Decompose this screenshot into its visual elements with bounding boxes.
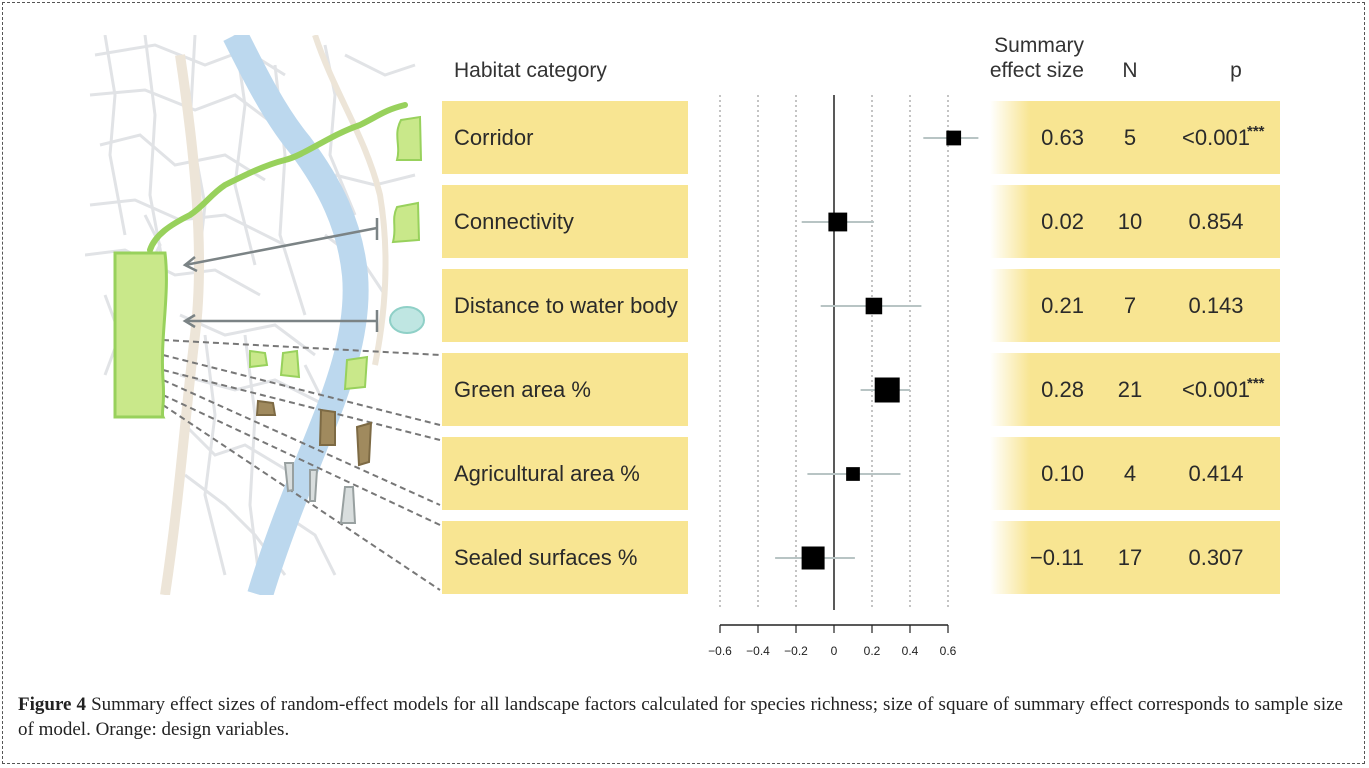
- stats-band: [990, 521, 1280, 594]
- x-tick-label: 0: [831, 644, 838, 658]
- n-header: N: [1122, 59, 1138, 82]
- connectivity-arrow: [182, 218, 379, 273]
- x-tick-label: −0.2: [784, 644, 808, 658]
- effect-marker: [865, 297, 883, 315]
- effect-value: 0.21: [1041, 293, 1084, 318]
- figure-caption: Figure 4 Summary effect sizes of random-…: [18, 692, 1343, 742]
- effect-marker: [828, 212, 848, 232]
- category-band-agricultural-area: Agricultural area %: [442, 437, 688, 510]
- category-band-sealed-surfaces: Sealed surfaces %: [442, 521, 688, 594]
- p-value: <0.001: [1182, 125, 1250, 150]
- effect-value: 0.02: [1041, 209, 1084, 234]
- category-label: Connectivity: [454, 208, 574, 234]
- connectivity-target-patch: [391, 201, 421, 244]
- distance-arrow: [182, 310, 379, 332]
- effect-value: 0.63: [1041, 125, 1084, 150]
- p-value: 0.143: [1188, 293, 1244, 318]
- n-value: 17: [1117, 545, 1143, 570]
- category-label: Agricultural area %: [454, 460, 640, 486]
- category-label: Sealed surfaces %: [454, 544, 638, 570]
- x-tick-label: 0.6: [940, 644, 957, 658]
- category-band-connectivity: Connectivity: [442, 185, 688, 258]
- dashed-link-6: [162, 404, 441, 591]
- category-band-distance-to-water: Distance to water body: [442, 269, 688, 342]
- riverbank-band: [312, 35, 389, 366]
- x-tick-label: −0.4: [746, 644, 770, 658]
- summary-header-line2: effect size: [989, 59, 1084, 82]
- p-value: <0.001: [1182, 377, 1250, 402]
- landscape-map: [85, 35, 441, 595]
- caption-label: Figure 4: [18, 694, 87, 715]
- dashed-link-2: [162, 354, 441, 426]
- x-tick-label: −0.6: [708, 644, 732, 658]
- caption-text: Summary effect sizes of random-effect mo…: [18, 694, 1343, 740]
- summary-header-line1: Summary: [994, 34, 1084, 57]
- effect-value: 0.10: [1041, 461, 1084, 486]
- n-value: 4: [1123, 461, 1137, 486]
- dashed-link-3: [162, 369, 441, 441]
- stats-band: [990, 437, 1280, 510]
- stats-band: [990, 101, 1280, 174]
- stats-band: [990, 269, 1280, 342]
- n-value: 21: [1117, 377, 1143, 402]
- effect-value: 0.28: [1041, 377, 1084, 402]
- agricultural-patches: [255, 399, 373, 467]
- category-band-corridor: Corridor: [442, 101, 688, 174]
- category-band-green-area: Green area %: [442, 353, 688, 426]
- category-label: Distance to water body: [454, 292, 678, 318]
- p-value: 0.854: [1188, 209, 1244, 234]
- p-value: 0.414: [1188, 461, 1244, 486]
- dashed-link-1: [162, 339, 441, 356]
- dashed-link-4: [162, 379, 441, 506]
- water-body: [389, 306, 425, 334]
- x-tick-label: 0.4: [902, 644, 919, 658]
- category-label: Green area %: [454, 376, 591, 402]
- effect-marker: [874, 377, 900, 403]
- green-corridor: [147, 102, 408, 253]
- railway-band: [160, 54, 205, 595]
- significance-stars: ***: [1247, 375, 1265, 392]
- sealed-surface-patches: [283, 462, 357, 524]
- effect-marker: [946, 130, 962, 146]
- p-value: 0.307: [1188, 545, 1244, 570]
- dashed-link-5: [162, 394, 441, 526]
- n-value: 10: [1117, 209, 1143, 234]
- x-tick-label: 0.2: [864, 644, 881, 658]
- corridor-target-patch: [395, 115, 423, 161]
- effect-marker: [801, 546, 825, 570]
- stats-band: [990, 353, 1280, 426]
- forest-plot: −0.6 −0.4 −0.2 0 0.2 0.4 0.6: [708, 95, 979, 658]
- significance-stars: ***: [1247, 123, 1265, 140]
- n-value: 5: [1123, 125, 1137, 150]
- effect-marker: [846, 467, 860, 481]
- p-header: p: [1230, 59, 1242, 82]
- habitat-category-header: Habitat category: [454, 59, 607, 82]
- river: [223, 35, 369, 595]
- category-label: Corridor: [454, 124, 534, 150]
- stats-band: [990, 185, 1280, 258]
- green-area-patches: [249, 349, 369, 391]
- n-value: 7: [1123, 293, 1137, 318]
- effect-value: −0.11: [1029, 545, 1084, 570]
- habitat-patch: [113, 251, 168, 419]
